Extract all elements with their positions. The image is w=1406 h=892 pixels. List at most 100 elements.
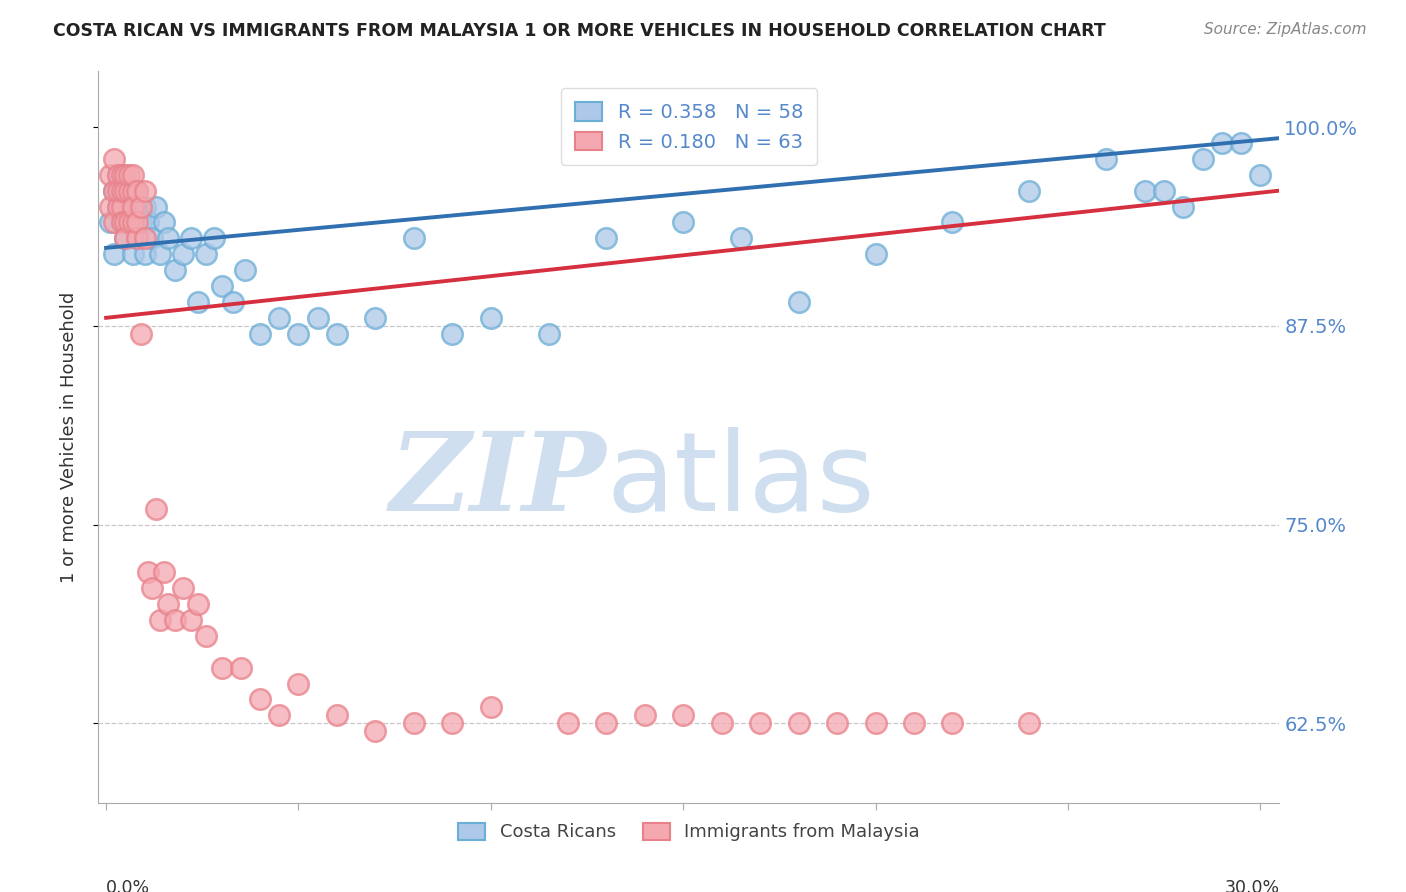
Point xyxy=(595,231,617,245)
Point xyxy=(118,215,141,229)
Text: 30.0%: 30.0% xyxy=(1225,880,1279,892)
Point xyxy=(941,215,963,229)
Point xyxy=(114,200,136,214)
Point xyxy=(122,247,145,261)
Point xyxy=(110,215,132,229)
Point xyxy=(141,231,163,245)
Point xyxy=(249,692,271,706)
Point xyxy=(107,168,129,182)
Point xyxy=(134,247,156,261)
Point xyxy=(153,566,176,580)
Point xyxy=(125,184,148,198)
Point xyxy=(98,215,121,229)
Point xyxy=(165,613,187,627)
Point xyxy=(479,310,502,325)
Point xyxy=(865,716,887,731)
Point xyxy=(1173,200,1195,214)
Point xyxy=(129,326,152,341)
Point xyxy=(537,326,560,341)
Point xyxy=(557,716,579,731)
Point xyxy=(222,294,245,309)
Point xyxy=(138,215,160,229)
Point xyxy=(1153,184,1175,198)
Point xyxy=(149,613,172,627)
Point xyxy=(441,716,464,731)
Text: ZIP: ZIP xyxy=(389,427,606,534)
Point xyxy=(118,184,141,198)
Point xyxy=(107,184,129,198)
Point xyxy=(287,326,309,341)
Point xyxy=(903,716,925,731)
Point xyxy=(129,200,152,214)
Point xyxy=(710,716,733,731)
Point xyxy=(1095,152,1118,166)
Point xyxy=(730,231,752,245)
Point xyxy=(122,168,145,182)
Point xyxy=(129,215,152,229)
Point xyxy=(134,231,156,245)
Point xyxy=(787,716,810,731)
Point xyxy=(825,716,848,731)
Point xyxy=(180,613,202,627)
Point xyxy=(114,231,136,245)
Point xyxy=(114,231,136,245)
Legend: Costa Ricans, Immigrants from Malaysia: Costa Ricans, Immigrants from Malaysia xyxy=(451,815,927,848)
Point xyxy=(479,700,502,714)
Point xyxy=(233,263,256,277)
Point xyxy=(122,200,145,214)
Point xyxy=(326,708,349,723)
Point xyxy=(103,184,125,198)
Point xyxy=(114,168,136,182)
Text: Source: ZipAtlas.com: Source: ZipAtlas.com xyxy=(1204,22,1367,37)
Point xyxy=(98,168,121,182)
Point xyxy=(402,716,425,731)
Point xyxy=(269,708,291,723)
Point xyxy=(364,310,387,325)
Point xyxy=(107,200,129,214)
Point xyxy=(134,184,156,198)
Point xyxy=(110,200,132,214)
Point xyxy=(1249,168,1271,182)
Point xyxy=(110,168,132,182)
Point xyxy=(1211,136,1233,150)
Point xyxy=(941,716,963,731)
Point xyxy=(672,708,695,723)
Point xyxy=(153,215,176,229)
Point xyxy=(103,247,125,261)
Point xyxy=(172,247,194,261)
Point xyxy=(364,724,387,739)
Point xyxy=(1133,184,1156,198)
Point xyxy=(118,184,141,198)
Point xyxy=(441,326,464,341)
Point xyxy=(125,231,148,245)
Point xyxy=(122,200,145,214)
Point xyxy=(103,152,125,166)
Point xyxy=(307,310,329,325)
Point xyxy=(1191,152,1213,166)
Point xyxy=(180,231,202,245)
Point xyxy=(103,215,125,229)
Point xyxy=(749,716,772,731)
Point xyxy=(125,215,148,229)
Y-axis label: 1 or more Vehicles in Household: 1 or more Vehicles in Household xyxy=(59,292,77,582)
Point xyxy=(172,581,194,595)
Point xyxy=(125,231,148,245)
Point xyxy=(141,581,163,595)
Point xyxy=(865,247,887,261)
Point xyxy=(98,200,121,214)
Point xyxy=(1230,136,1253,150)
Point xyxy=(107,200,129,214)
Text: atlas: atlas xyxy=(606,427,875,534)
Point xyxy=(229,660,252,674)
Point xyxy=(145,200,167,214)
Point xyxy=(149,247,172,261)
Point xyxy=(287,676,309,690)
Point xyxy=(156,231,179,245)
Point xyxy=(118,168,141,182)
Text: 0.0%: 0.0% xyxy=(105,880,150,892)
Point xyxy=(249,326,271,341)
Point xyxy=(269,310,291,325)
Point xyxy=(103,184,125,198)
Point xyxy=(107,168,129,182)
Point xyxy=(402,231,425,245)
